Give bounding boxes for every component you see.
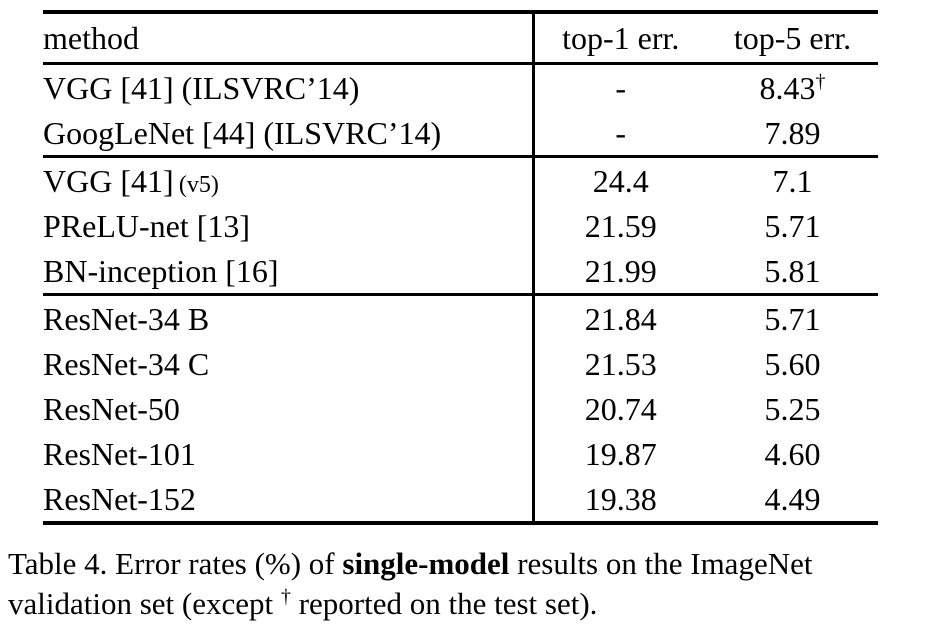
top1-cell: 24.4 (533, 155, 707, 203)
top1-cell: 19.38 (584, 480, 657, 517)
table-row: GoogLeNet [44] (ILSVRC’14) - 7.89 (43, 110, 878, 157)
table-header-row: method top-1 err. top-5 err. (43, 12, 878, 65)
top5-cell: 5.60 (764, 345, 821, 382)
dagger-icon: † (280, 585, 291, 608)
table-row: VGG [41] (ILSVRC’14) - 8.43† (43, 63, 878, 111)
top1-cell: 21.59 (584, 207, 657, 244)
method-cell: ResNet-152 (43, 476, 535, 523)
caption-line-1: Table 4. Error rates (%) of single-model… (8, 544, 924, 584)
caption-text: reported on the test set). (290, 586, 598, 621)
table-row: ResNet-152 19.38 4.49 (43, 476, 878, 523)
top5-cell: 5.71 (707, 293, 878, 341)
top1-cell: - (615, 69, 627, 106)
caption-text: validation set (except (8, 586, 281, 621)
method-note: (v5) (178, 171, 219, 198)
table-row: ResNet-34 B 21.84 5.71 (43, 293, 878, 341)
table-row: BN-inception [16] 21.99 5.81 (43, 248, 878, 295)
results-table: method top-1 err. top-5 err. VGG [41] (I… (43, 10, 878, 525)
table-row: ResNet-101 19.87 4.60 (43, 431, 878, 476)
caption-bold-text: single-model (342, 546, 510, 581)
method-cell: VGG [41] (v5) (43, 155, 535, 203)
table-row: VGG [41] (v5) 24.4 7.1 (43, 155, 878, 203)
top5-cell: 4.60 (764, 435, 821, 472)
method-cell: VGG [41] (ILSVRC’14) (43, 63, 535, 110)
top5-cell: 7.89 (764, 114, 821, 151)
top5-cell: 7.1 (707, 155, 878, 203)
table-caption: Table 4. Error rates (%) of single-model… (8, 544, 924, 624)
top5-cell: 8.43† (707, 64, 878, 111)
dagger-icon: † (815, 69, 826, 92)
caption-line-2: validation set (except † reported on the… (8, 584, 924, 624)
top5-cell: 5.71 (764, 207, 821, 244)
method-cell: ResNet-34 B (43, 293, 535, 341)
top1-cell: 20.74 (584, 390, 657, 427)
top1-cell: 21.84 (533, 293, 707, 341)
caption-text: results on the ImageNet (509, 546, 813, 581)
method-cell: PReLU-net [13] (43, 203, 535, 248)
column-header-top1-err: top-1 err. (533, 12, 707, 65)
column-header-method: method (43, 12, 535, 65)
top5-cell: 5.25 (764, 390, 821, 427)
method-name: VGG [41] (43, 162, 174, 199)
method-cell: ResNet-34 C (43, 341, 535, 386)
column-header-top5-err: top-5 err. (707, 12, 878, 65)
top5-cell: 5.81 (764, 252, 821, 289)
top1-cell: 19.87 (584, 435, 657, 472)
table-row: ResNet-34 C 21.53 5.60 (43, 341, 878, 386)
top1-cell: 21.53 (584, 345, 657, 382)
table-row: PReLU-net [13] 21.59 5.71 (43, 203, 878, 248)
top5-cell: 4.49 (764, 480, 821, 517)
method-cell: BN-inception [16] (43, 248, 535, 295)
top1-cell: - (615, 114, 627, 151)
top5-value: 8.43 (759, 69, 816, 106)
table-row: ResNet-50 20.74 5.25 (43, 386, 878, 431)
method-cell: ResNet-101 (43, 431, 535, 476)
caption-text: Table 4. Error rates (%) of (8, 546, 343, 581)
method-cell: GoogLeNet [44] (ILSVRC’14) (43, 110, 535, 157)
method-cell: ResNet-50 (43, 386, 535, 431)
top1-cell: 21.99 (584, 252, 657, 289)
